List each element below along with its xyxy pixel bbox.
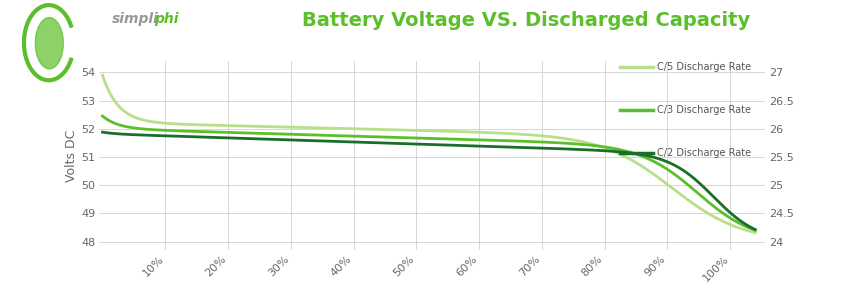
Text: C/5 Discharge Rate: C/5 Discharge Rate [657, 62, 751, 72]
Text: simpli: simpli [112, 12, 159, 26]
Text: C/3 Discharge Rate: C/3 Discharge Rate [657, 105, 751, 115]
Text: C/2 Discharge Rate: C/2 Discharge Rate [657, 148, 751, 157]
Text: Battery Voltage VS. Discharged Capacity: Battery Voltage VS. Discharged Capacity [302, 11, 751, 30]
Text: phi: phi [154, 12, 178, 26]
Y-axis label: Volts DC: Volts DC [65, 129, 78, 182]
